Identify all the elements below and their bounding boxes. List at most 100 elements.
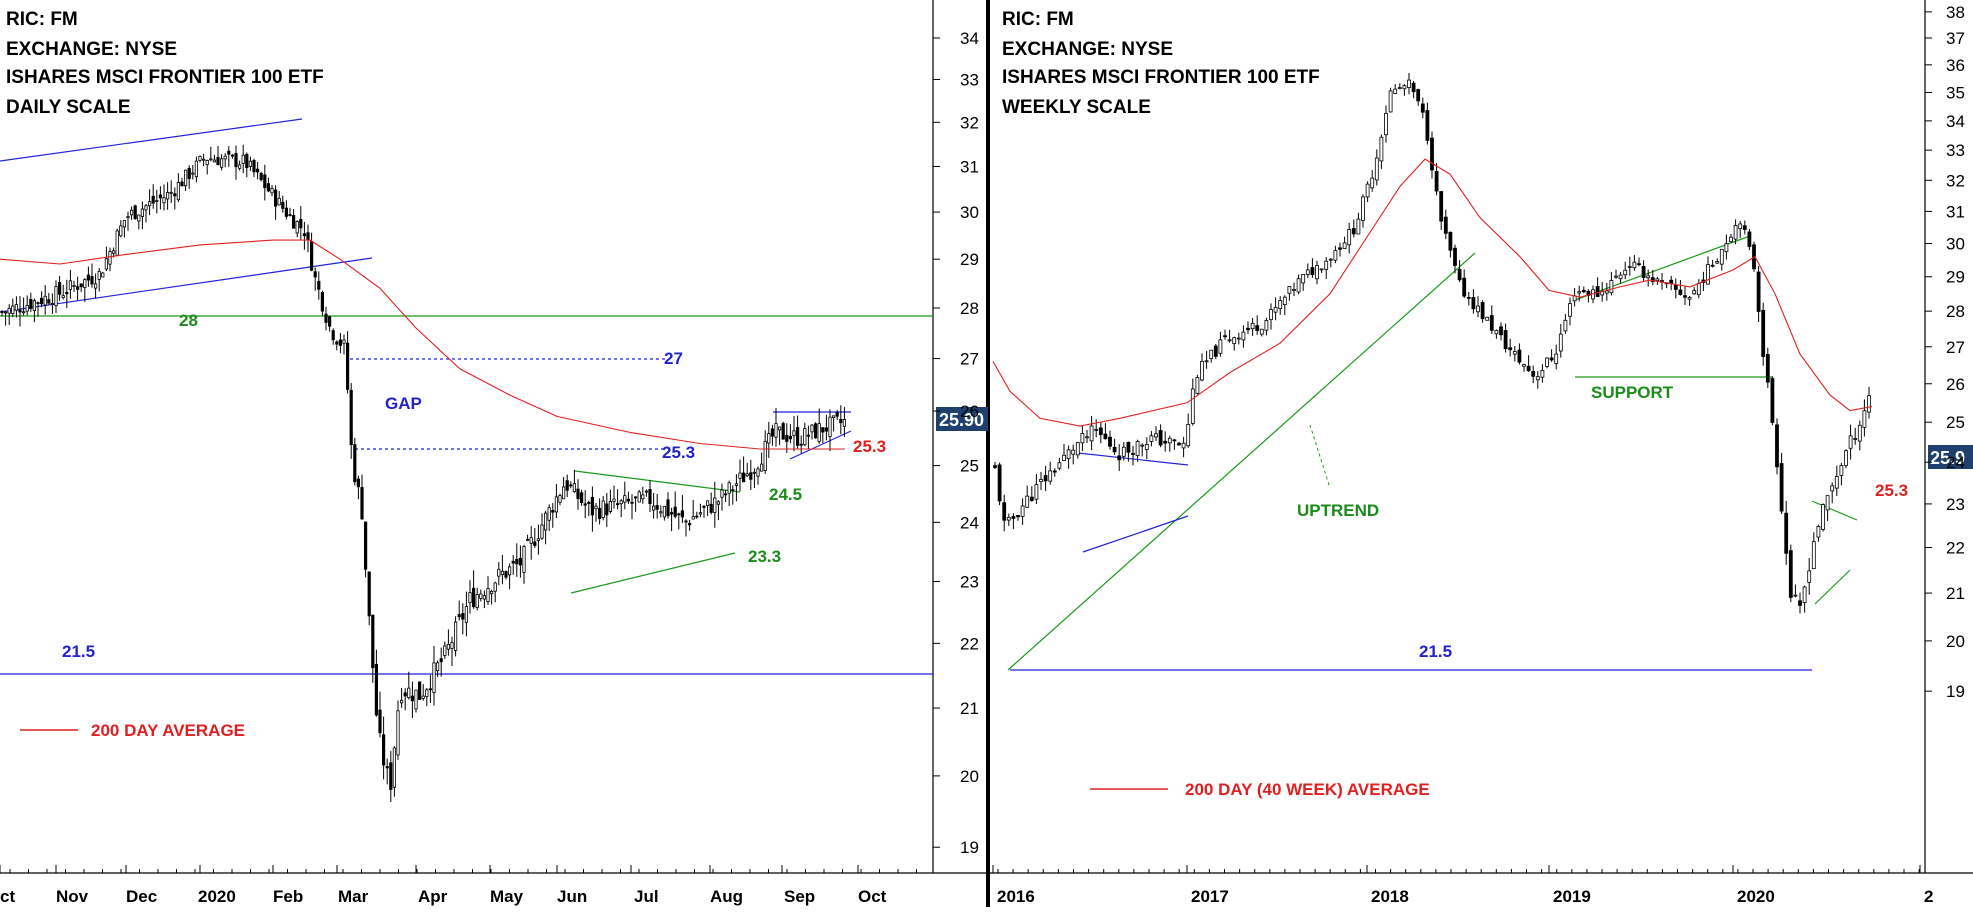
daily-candle-body <box>137 214 141 222</box>
daily-candle-body <box>799 443 803 446</box>
daily-candle-body <box>227 150 231 155</box>
daily-candle-body <box>522 546 526 573</box>
weekly-candle-body <box>1462 277 1467 297</box>
daily-candle-body <box>288 214 292 216</box>
weekly-x-tick-label: 2019 <box>1553 887 1591 906</box>
weekly-candle-body <box>1563 319 1568 332</box>
daily-candle-body <box>299 219 303 229</box>
weekly-candle-body <box>1379 136 1384 162</box>
weekly-candle-body <box>1770 378 1775 423</box>
weekly-uptrend-line <box>1007 252 1476 671</box>
weekly-y-tick-label: 34 <box>1946 112 1965 131</box>
weekly-candle-body <box>1480 302 1485 320</box>
daily-candle-body <box>327 316 332 327</box>
daily-candle-body <box>371 614 375 668</box>
daily-candle-body <box>72 284 76 287</box>
daily-candle-body <box>605 503 609 516</box>
daily-candle-body <box>587 501 591 504</box>
daily-candle-body <box>655 505 659 510</box>
weekly-candle-body <box>1867 395 1871 413</box>
weekly-candle-body <box>1779 463 1784 512</box>
daily-x-tick-label: Oct <box>858 887 887 906</box>
daily-candle-body <box>248 160 252 167</box>
daily-candle-body <box>706 500 710 506</box>
daily-legend-label: 200 DAY AVERAGE <box>91 721 245 740</box>
weekly-candle-body <box>1250 322 1255 330</box>
weekly-candle-body <box>1016 515 1020 518</box>
daily-candle-body <box>317 280 321 290</box>
weekly-candle-body <box>1338 247 1342 250</box>
weekly-candle-body <box>1204 360 1209 363</box>
daily-candle-body <box>126 216 130 219</box>
daily-candle-body <box>385 766 389 769</box>
daily-candle-body <box>511 560 515 564</box>
daily-candle-body <box>378 709 382 734</box>
daily-x-tick-label: May <box>490 887 524 906</box>
weekly-candle-body <box>1393 88 1398 94</box>
weekly-candle-body <box>1131 453 1135 455</box>
daily-candles <box>0 144 847 803</box>
daily-label-triangle-bottom: 23.3 <box>748 547 781 566</box>
daily-y-tick-label: 34 <box>960 29 979 48</box>
weekly-candle-body <box>1227 339 1232 342</box>
daily-candle-body <box>90 276 94 285</box>
daily-candle-body <box>25 304 29 312</box>
weekly-candle-body <box>1637 263 1641 266</box>
weekly-candle-body <box>1577 291 1582 294</box>
daily-candle-body <box>295 221 299 234</box>
daily-candle-body <box>353 444 357 483</box>
daily-200-day-average-line <box>0 239 845 450</box>
weekly-candle-body <box>1292 289 1296 291</box>
daily-candle-body <box>832 415 836 419</box>
weekly-candle-body <box>1361 196 1365 221</box>
daily-candle-body <box>198 156 202 161</box>
weekly-candle-body <box>1798 600 1802 606</box>
panel-separator <box>986 0 990 907</box>
daily-candle-body <box>580 492 584 504</box>
daily-y-tick-label: 21 <box>960 699 979 718</box>
daily-candle-body <box>273 189 278 207</box>
weekly-flag-bottom-line <box>1814 569 1851 605</box>
daily-candle-body <box>237 164 242 169</box>
daily-candle-body <box>749 472 753 480</box>
weekly-label-support: SUPPORT <box>1591 383 1674 402</box>
weekly-candle-body <box>1595 286 1600 297</box>
weekly-candle-body <box>1430 137 1434 171</box>
daily-candle-body <box>652 505 656 511</box>
daily-candle-body <box>313 271 317 278</box>
daily-candle-body <box>263 174 267 189</box>
daily-header-ric: RIC: FM <box>6 9 78 30</box>
weekly-candle-body <box>1526 365 1531 372</box>
weekly-candle-body <box>1342 242 1347 249</box>
weekly-candle-body <box>1218 339 1223 354</box>
daily-candle-body <box>112 250 116 254</box>
weekly-candle-body <box>1816 526 1821 538</box>
weekly-candle-body <box>1489 315 1494 331</box>
weekly-candle-body <box>1710 264 1715 267</box>
daily-x-tick-label: Jul <box>634 887 659 906</box>
weekly-candle-body <box>1305 269 1310 275</box>
weekly-candle-body <box>1761 309 1766 357</box>
daily-candle-body <box>209 158 213 161</box>
weekly-candle-body <box>1301 274 1306 284</box>
daily-candle-body <box>691 516 695 520</box>
daily-label-gap: GAP <box>385 394 422 413</box>
daily-candle-body <box>479 593 483 599</box>
daily-x-tick-label: Dec <box>126 887 157 906</box>
daily-candle-body <box>4 311 8 314</box>
daily-candle-body <box>810 424 814 433</box>
weekly-candle-body <box>1632 261 1637 269</box>
weekly-y-tick-label: 36 <box>1946 56 1965 75</box>
daily-candle-body <box>547 507 551 521</box>
weekly-candle-body <box>1085 436 1089 439</box>
daily-y-tick-label: 24 <box>960 513 979 532</box>
daily-candle-body <box>493 582 497 592</box>
weekly-broadening-top-line <box>1574 235 1751 301</box>
weekly-candle-body <box>1793 594 1798 597</box>
weekly-candle-body <box>1742 225 1747 230</box>
daily-candle-body <box>180 181 184 187</box>
daily-candle-body <box>259 172 263 181</box>
daily-label-gap-bottom: 25.3 <box>662 443 695 462</box>
daily-candle-body <box>335 341 339 345</box>
weekly-candle-body <box>1476 305 1480 313</box>
